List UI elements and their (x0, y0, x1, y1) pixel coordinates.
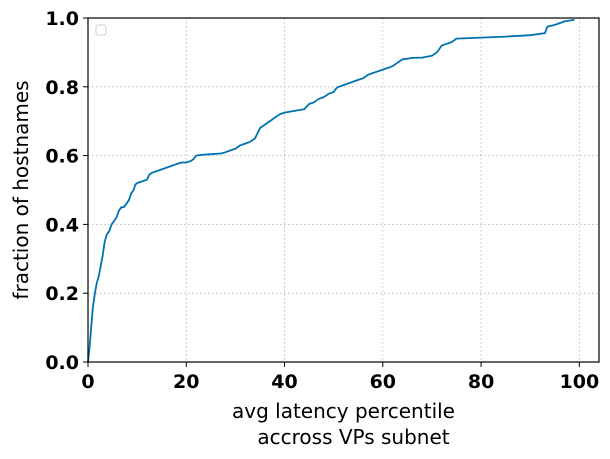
y-tick-label: 0.0 (45, 352, 79, 374)
x-tick-label: 100 (560, 371, 600, 393)
x-tick-label: 40 (271, 371, 297, 393)
x-tick-label: 60 (370, 371, 396, 393)
y-axis-label: fraction of hostnames (9, 80, 33, 299)
y-tick-label: 0.8 (45, 77, 79, 99)
x-tick-label: 80 (468, 371, 494, 393)
grid-lines (87, 17, 599, 363)
y-tick-label: 0.2 (45, 283, 79, 305)
x-axis-label-line-1: avg latency percentile (232, 399, 455, 423)
x-tick-label: 0 (81, 371, 94, 393)
y-tick-label: 0.4 (45, 214, 79, 236)
y-tick-label: 0.6 (45, 146, 79, 168)
plot-frame (87, 17, 600, 363)
legend-box (95, 24, 107, 36)
y-tick-label: 1.0 (45, 8, 79, 30)
tick-marks (83, 17, 580, 367)
series-layer (87, 18, 575, 363)
cdf-line (87, 18, 575, 363)
x-axis-label-line-2: accross VPs subnet (257, 425, 449, 449)
x-tick-label: 20 (173, 371, 199, 393)
y-tick-labels: 0.0 0.2 0.4 0.6 0.8 1.0 (45, 8, 79, 374)
x-tick-labels: 0 20 40 60 80 100 (81, 371, 599, 393)
